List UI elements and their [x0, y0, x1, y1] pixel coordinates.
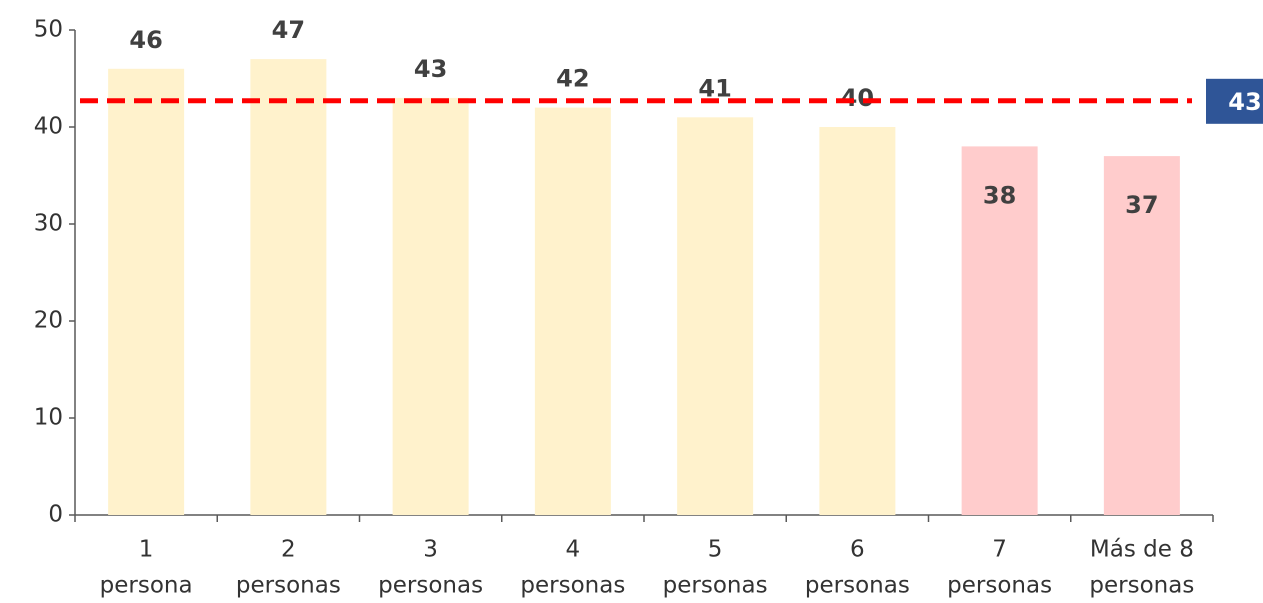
x-tick-label: 7 — [992, 537, 1007, 563]
bar — [1103, 156, 1180, 515]
x-tick-label: 1 — [139, 537, 154, 563]
x-tick-label: personas — [236, 573, 341, 599]
data-label: 37 — [1125, 191, 1158, 219]
data-label: 38 — [983, 181, 1016, 209]
data-label: 46 — [129, 26, 162, 54]
data-label: 42 — [556, 65, 589, 93]
bar — [819, 127, 896, 515]
reference-label-box — [1206, 78, 1263, 124]
y-tick-label: 0 — [48, 502, 63, 528]
y-tick-label: 50 — [34, 17, 63, 43]
y-tick-label: 10 — [34, 405, 63, 431]
x-tick-label: 5 — [708, 537, 723, 563]
x-tick-label: Más de 8 — [1090, 537, 1194, 563]
data-label: 47 — [272, 16, 305, 44]
x-tick-label: personas — [805, 573, 910, 599]
bar — [108, 68, 185, 516]
bar — [250, 59, 327, 515]
y-tick-label: 30 — [34, 211, 63, 237]
x-tick-label: 4 — [566, 537, 581, 563]
x-tick-label: personas — [520, 573, 625, 599]
x-tick-label: personas — [1089, 573, 1194, 599]
x-tick-label: 6 — [850, 537, 865, 563]
x-tick-label: personas — [663, 573, 768, 599]
x-tick-label: persona — [100, 573, 193, 599]
y-tick-label: 40 — [34, 114, 63, 140]
data-label: 41 — [698, 74, 731, 102]
data-label: 43 — [414, 55, 447, 83]
bar — [392, 97, 469, 516]
x-tick-label: 2 — [281, 537, 296, 563]
bar — [534, 107, 611, 515]
bar — [677, 117, 754, 516]
data-label: 40 — [841, 84, 874, 112]
x-tick-label: personas — [947, 573, 1052, 599]
y-tick-label: 20 — [34, 308, 63, 334]
x-tick-label: 3 — [423, 537, 438, 563]
reference-label: 43 — [1228, 88, 1261, 116]
bar — [961, 146, 1038, 515]
x-tick-label: personas — [378, 573, 483, 599]
